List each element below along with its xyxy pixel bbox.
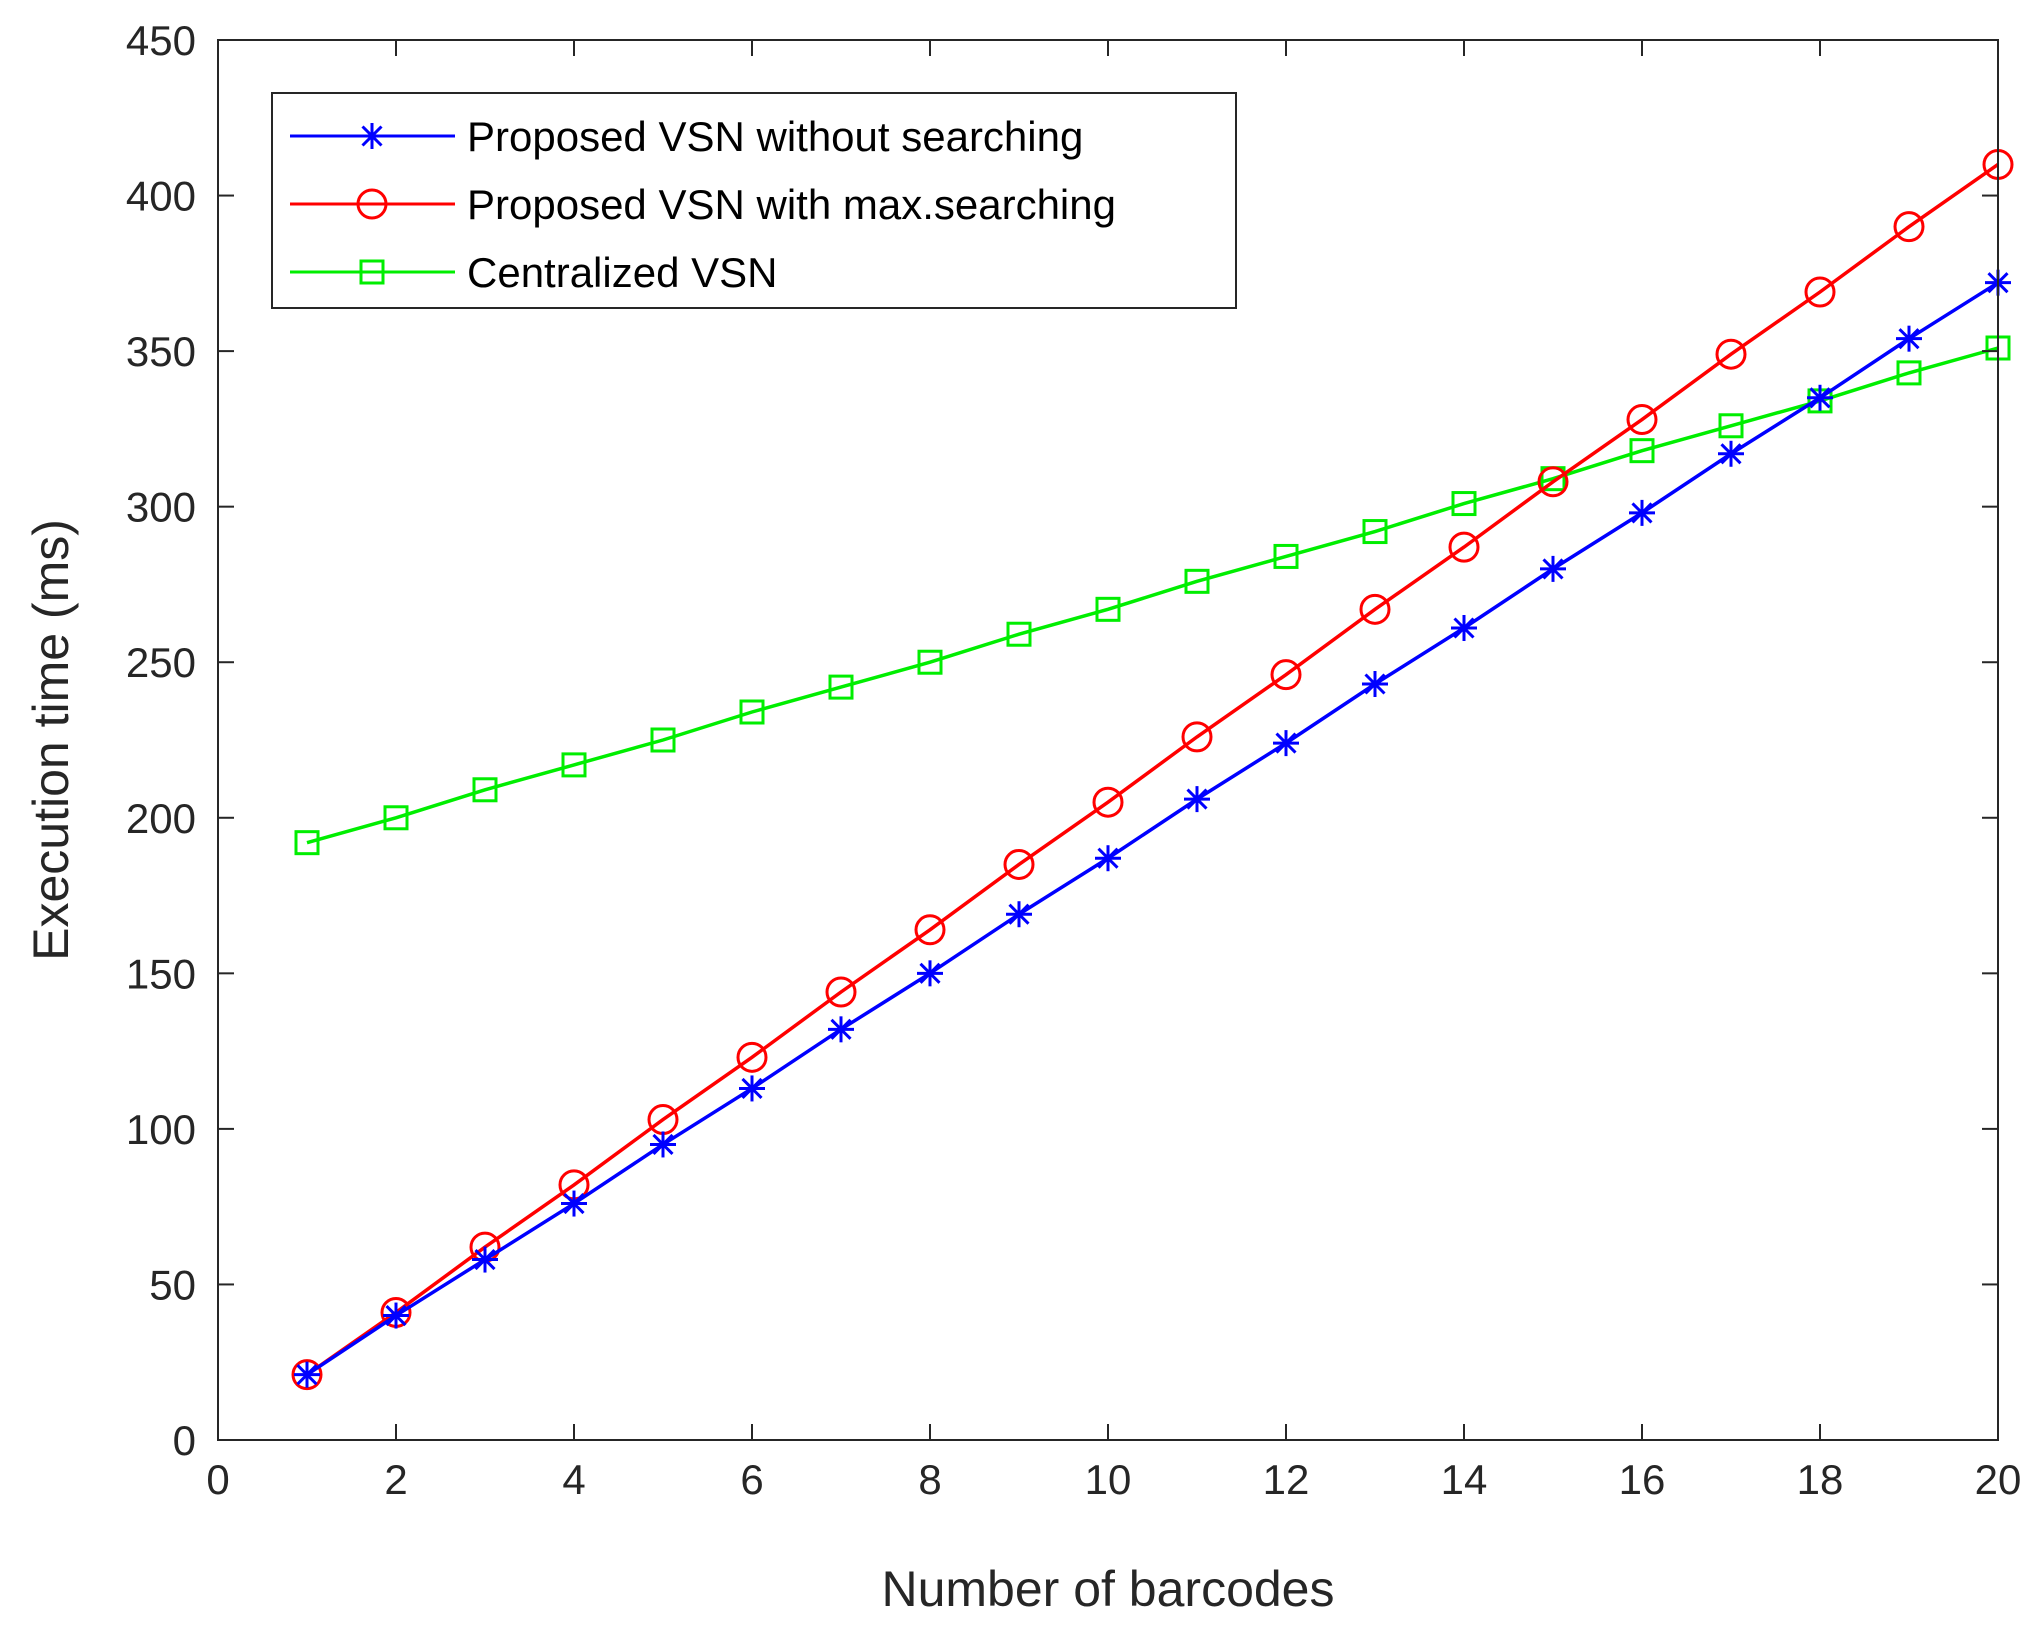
data-point-circle xyxy=(1448,531,1480,563)
x-tick-label: 4 xyxy=(562,1456,585,1503)
data-point-circle xyxy=(1003,848,1035,880)
data-point-star xyxy=(1807,384,1833,411)
data-point-circle xyxy=(736,1041,768,1073)
axes-layer: 0 2 4 6 8 10 12 14 16 18 2005010015020025030035040… xyxy=(126,17,2021,1503)
y-tick-label: 350 xyxy=(126,328,196,375)
data-point-circle xyxy=(1092,786,1124,818)
data-point-square xyxy=(1896,360,1922,386)
x-axis-label: Number of barcodes xyxy=(881,1561,1334,1617)
data-point-square xyxy=(383,805,409,831)
data-point-square xyxy=(828,674,854,700)
data-point-square xyxy=(1006,621,1032,647)
x-tick-label: 8 xyxy=(918,1456,941,1503)
x-tick-label: 18 xyxy=(1797,1456,1844,1503)
x-tick-label: 6 xyxy=(740,1456,763,1503)
data-point-star xyxy=(383,1302,409,1329)
data-point-star xyxy=(1184,786,1210,813)
data-point-star xyxy=(917,960,943,987)
data-point-circle xyxy=(1359,593,1391,625)
data-point-circle xyxy=(1270,659,1302,691)
data-point-square xyxy=(1451,491,1477,517)
x-tick-label: 20 xyxy=(1975,1456,2022,1503)
series-line-0 xyxy=(306,281,1999,1377)
legend-star-marker xyxy=(359,123,385,149)
y-tick-label: 100 xyxy=(126,1106,196,1153)
data-point-square xyxy=(1718,413,1744,439)
data-point-star xyxy=(1006,901,1032,928)
legend-circle-marker xyxy=(356,188,388,220)
legend-label-without-searching: Proposed VSN without searching xyxy=(467,113,1083,160)
data-point-circle xyxy=(825,976,857,1008)
series-2 xyxy=(294,335,2011,856)
data-point-circle xyxy=(1893,211,1925,243)
data-point-square xyxy=(917,649,943,675)
legend-marker-shape xyxy=(356,188,388,220)
series-1 xyxy=(291,148,2014,1391)
legend-marker-shape xyxy=(359,259,385,285)
x-tick-label: 2 xyxy=(384,1456,407,1503)
data-point-circle xyxy=(1804,276,1836,308)
data-point-square xyxy=(1273,543,1299,569)
legend-label-max-searching: Proposed VSN with max.searching xyxy=(467,181,1116,228)
series-line-2 xyxy=(306,346,1999,845)
x-tick-label: 12 xyxy=(1263,1456,1310,1503)
y-tick-label: 150 xyxy=(126,950,196,997)
legend-label-centralized: Centralized VSN xyxy=(467,249,777,296)
data-point-square xyxy=(294,830,320,856)
data-point-circle xyxy=(914,914,946,946)
legend-entry-centralized: Centralized VSN xyxy=(290,249,777,296)
data-point-circle xyxy=(291,1359,323,1391)
y-tick-label: 300 xyxy=(126,484,196,531)
legend: Proposed VSN without searching Proposed … xyxy=(271,92,1237,309)
y-tick-label: 400 xyxy=(126,173,196,220)
data-point-square xyxy=(472,777,498,803)
y-tick-label: 250 xyxy=(126,639,196,686)
data-point-star xyxy=(1629,499,1655,526)
y-axis-label: Execution time (ms) xyxy=(23,519,79,961)
data-point-circle xyxy=(1626,404,1658,436)
data-point-square xyxy=(739,699,765,725)
data-point-square xyxy=(561,752,587,778)
data-point-square xyxy=(650,727,676,753)
legend-entry-max-searching: Proposed VSN with max.searching xyxy=(290,181,1116,228)
data-point-square xyxy=(1362,519,1388,545)
series-line-1 xyxy=(305,163,2000,1377)
data-point-circle xyxy=(1181,721,1213,753)
data-point-star xyxy=(294,1361,320,1388)
y-tick-label: 450 xyxy=(126,17,196,64)
data-point-square xyxy=(1184,568,1210,594)
y-tick-label: 0 xyxy=(173,1417,196,1464)
data-point-star xyxy=(650,1131,676,1158)
data-point-star xyxy=(561,1190,587,1217)
legend-marker-shape xyxy=(359,123,385,149)
data-point-star xyxy=(1896,325,1922,352)
y-tick-label: 200 xyxy=(126,795,196,842)
legend-square-marker xyxy=(359,259,385,285)
data-point-star xyxy=(1540,555,1566,582)
x-tick-label: 16 xyxy=(1619,1456,1666,1503)
data-point-circle xyxy=(1537,466,1569,498)
y-tick-label: 50 xyxy=(149,1261,196,1308)
data-point-circle xyxy=(1715,338,1747,370)
data-point-star xyxy=(1718,440,1744,467)
data-point-star xyxy=(1362,671,1388,697)
data-point-star xyxy=(828,1016,854,1043)
data-point-star xyxy=(1273,730,1299,757)
x-tick-label: 14 xyxy=(1441,1456,1488,1503)
data-point-star xyxy=(472,1246,498,1273)
data-point-square xyxy=(1629,438,1655,464)
data-point-star xyxy=(1095,845,1121,872)
legend-entry-without-searching: Proposed VSN without searching xyxy=(290,113,1083,160)
x-tick-label: 0 xyxy=(206,1456,229,1503)
data-point-square xyxy=(1095,596,1121,622)
data-point-star xyxy=(739,1075,765,1102)
x-tick-label: 10 xyxy=(1085,1456,1132,1503)
data-point-star xyxy=(1451,615,1477,641)
